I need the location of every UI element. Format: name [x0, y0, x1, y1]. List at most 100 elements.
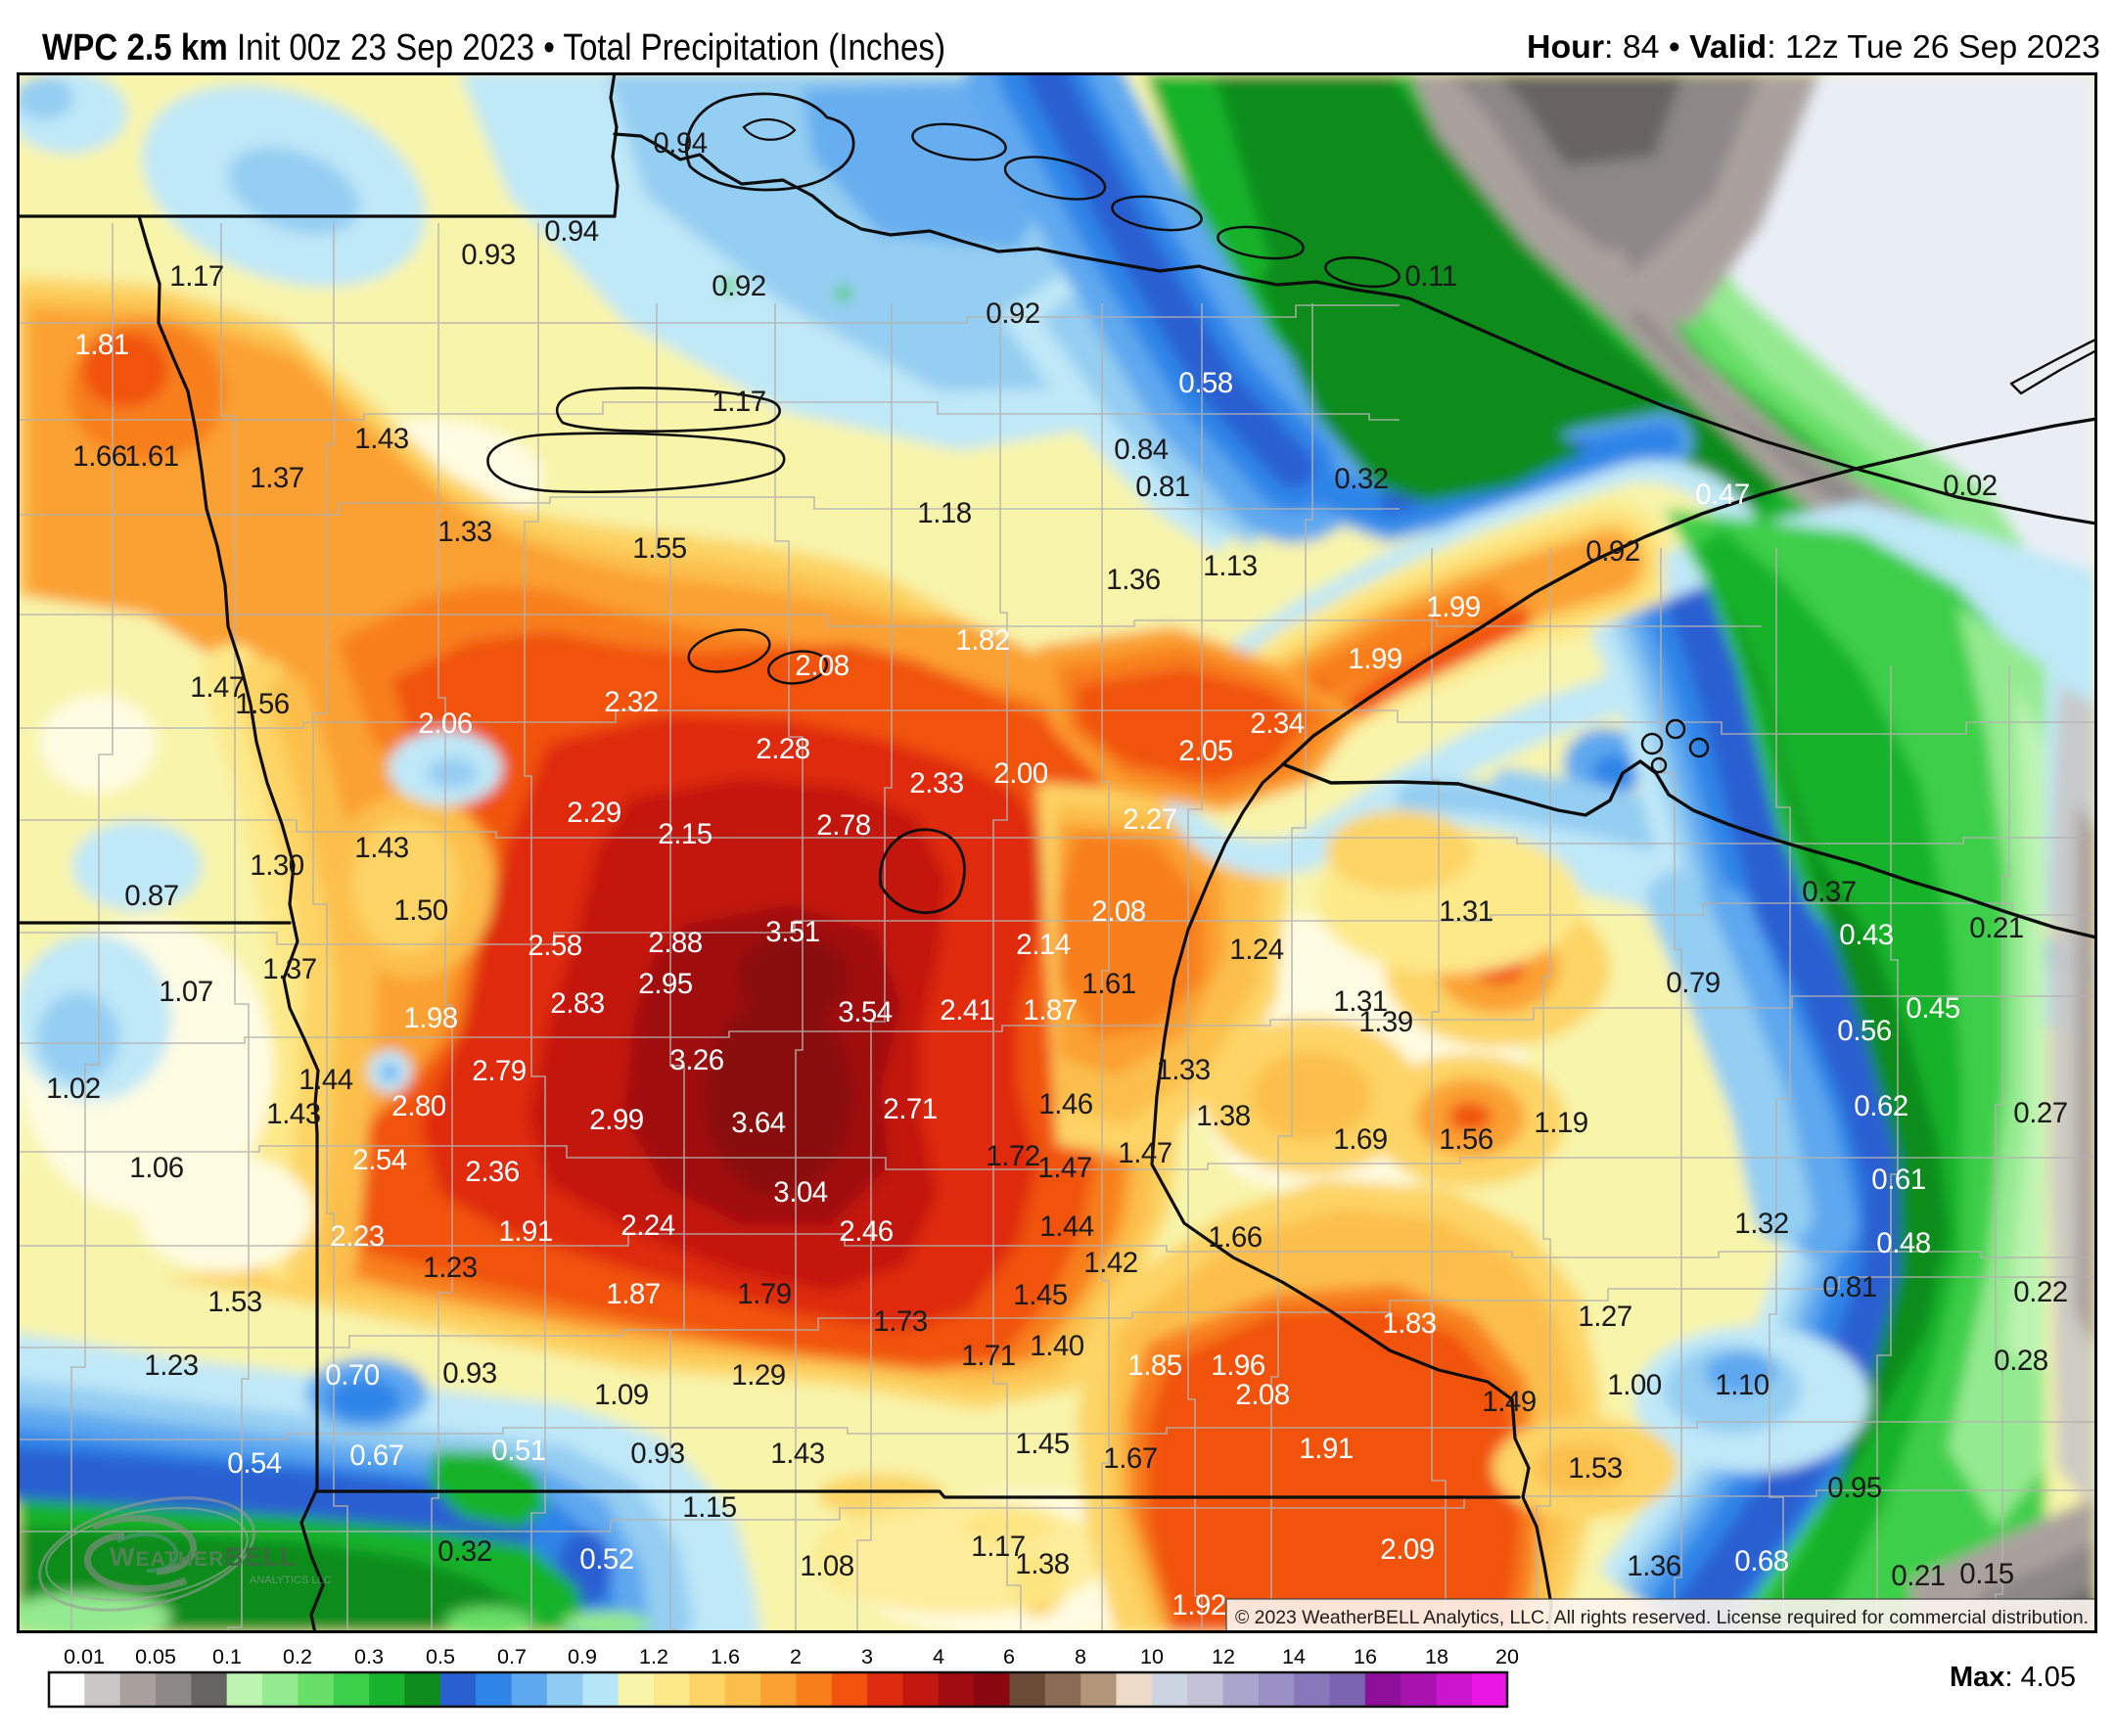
svg-text:1.17: 1.17: [971, 1530, 1025, 1563]
svg-text:3: 3: [861, 1645, 873, 1668]
svg-text:1.00: 1.00: [1607, 1369, 1662, 1401]
svg-text:0.28: 0.28: [1994, 1345, 2048, 1377]
svg-text:1.10: 1.10: [1715, 1369, 1769, 1401]
svg-text:0.9: 0.9: [568, 1645, 597, 1668]
svg-text:0.67: 0.67: [349, 1439, 403, 1472]
svg-text:1.08: 1.08: [800, 1550, 854, 1582]
svg-text:2.09: 2.09: [1380, 1533, 1435, 1566]
svg-text:1.47: 1.47: [1037, 1152, 1091, 1184]
svg-text:1.91: 1.91: [498, 1215, 552, 1248]
svg-text:2.00: 2.00: [993, 757, 1048, 790]
svg-text:0.15: 0.15: [1959, 1558, 2014, 1590]
svg-text:1.43: 1.43: [266, 1098, 321, 1130]
svg-text:1.87: 1.87: [1023, 994, 1077, 1027]
svg-text:0.11: 0.11: [1404, 260, 1456, 293]
svg-text:0.2: 0.2: [283, 1645, 312, 1668]
svg-text:1.61: 1.61: [1081, 968, 1135, 1000]
svg-text:2.08: 2.08: [1091, 895, 1146, 928]
svg-text:© 2023 WeatherBELL Analytics,: © 2023 WeatherBELL Analytics, LLC. All r…: [1235, 1607, 2089, 1628]
svg-text:2.95: 2.95: [638, 968, 693, 1000]
svg-text:1.37: 1.37: [250, 462, 303, 494]
svg-text:1.07: 1.07: [159, 976, 212, 1008]
svg-text:18: 18: [1425, 1645, 1448, 1668]
svg-text:1.38: 1.38: [1015, 1548, 1070, 1580]
svg-text:3.51: 3.51: [765, 916, 819, 948]
svg-text:2.71: 2.71: [883, 1093, 937, 1125]
svg-text:0.93: 0.93: [630, 1438, 685, 1470]
svg-text:1.36: 1.36: [1106, 564, 1161, 596]
svg-text:16: 16: [1354, 1645, 1377, 1668]
svg-text:0.93: 0.93: [461, 239, 516, 271]
svg-text:0.81: 0.81: [1822, 1271, 1876, 1303]
svg-text:1.92: 1.92: [1172, 1589, 1225, 1622]
svg-text:1.23: 1.23: [423, 1252, 478, 1284]
svg-text:0.84: 0.84: [1114, 434, 1169, 466]
svg-text:1.66: 1.66: [72, 440, 127, 473]
svg-text:2.46: 2.46: [839, 1215, 894, 1248]
svg-text:1.32: 1.32: [1734, 1208, 1788, 1240]
svg-text:0.37: 0.37: [1802, 876, 1856, 908]
svg-text:0.32: 0.32: [1334, 463, 1388, 495]
svg-text:0.94: 0.94: [544, 215, 599, 248]
svg-text:1.46: 1.46: [1038, 1088, 1093, 1120]
svg-text:1.71: 1.71: [961, 1340, 1015, 1372]
svg-text:0.52: 0.52: [579, 1543, 633, 1576]
svg-text:2.34: 2.34: [1250, 708, 1305, 740]
svg-text:2.23: 2.23: [330, 1220, 385, 1253]
svg-text:0.79: 0.79: [1666, 967, 1721, 999]
svg-text:0.45: 0.45: [1906, 992, 1960, 1025]
svg-text:2.29: 2.29: [567, 797, 621, 829]
svg-text:2.99: 2.99: [589, 1104, 644, 1136]
svg-text:1.47: 1.47: [190, 671, 244, 704]
svg-text:2.79: 2.79: [472, 1055, 527, 1087]
svg-text:2.27: 2.27: [1123, 803, 1176, 836]
svg-text:1.15: 1.15: [682, 1491, 737, 1524]
svg-text:20: 20: [1495, 1645, 1519, 1668]
svg-text:1.40: 1.40: [1030, 1330, 1084, 1362]
svg-text:1.42: 1.42: [1083, 1247, 1137, 1279]
svg-text:2.14: 2.14: [1016, 929, 1071, 961]
svg-text:0.22: 0.22: [2013, 1276, 2067, 1308]
svg-text:2.08: 2.08: [1235, 1379, 1290, 1411]
svg-text:1.96: 1.96: [1211, 1349, 1265, 1382]
svg-text:1.31: 1.31: [1439, 895, 1493, 928]
svg-text:1.6: 1.6: [711, 1645, 740, 1668]
svg-text:2.05: 2.05: [1178, 735, 1233, 767]
svg-text:1.39: 1.39: [1358, 1006, 1413, 1038]
svg-text:2.15: 2.15: [658, 818, 712, 850]
svg-text:1.44: 1.44: [1039, 1211, 1094, 1243]
svg-text:1.47: 1.47: [1118, 1137, 1172, 1169]
svg-text:1.83: 1.83: [1382, 1307, 1437, 1340]
svg-text:1.72: 1.72: [986, 1140, 1039, 1172]
svg-text:2.33: 2.33: [909, 767, 964, 799]
svg-text:1.53: 1.53: [1568, 1452, 1623, 1485]
svg-text:ANALYTICS LLC: ANALYTICS LLC: [250, 1575, 332, 1586]
svg-text:0.5: 0.5: [426, 1645, 455, 1668]
svg-text:1.56: 1.56: [1439, 1123, 1494, 1156]
svg-text:1.55: 1.55: [632, 532, 687, 565]
svg-text:1.37: 1.37: [262, 953, 316, 985]
svg-text:WPC 2.5 km Init 00z 23 Sep 202: WPC 2.5 km Init 00z 23 Sep 2023 • Total …: [42, 27, 945, 69]
svg-text:1.33: 1.33: [1156, 1054, 1211, 1086]
svg-text:Max: 4.05: Max: 4.05: [1950, 1662, 2076, 1693]
svg-text:3.26: 3.26: [669, 1044, 724, 1076]
svg-text:3.04: 3.04: [773, 1176, 828, 1209]
svg-text:0.02: 0.02: [1943, 470, 1997, 502]
svg-text:1.23: 1.23: [144, 1349, 199, 1382]
svg-text:0.01: 0.01: [64, 1645, 105, 1668]
svg-text:1.50: 1.50: [393, 894, 448, 927]
svg-text:1.43: 1.43: [354, 423, 409, 455]
svg-text:2.78: 2.78: [816, 809, 871, 842]
svg-text:1.99: 1.99: [1426, 591, 1481, 623]
svg-text:0.92: 0.92: [1586, 535, 1639, 568]
svg-text:0.62: 0.62: [1854, 1090, 1907, 1122]
svg-text:1.19: 1.19: [1534, 1107, 1588, 1139]
svg-text:0.61: 0.61: [1871, 1164, 1925, 1196]
svg-text:0.54: 0.54: [227, 1447, 282, 1480]
svg-text:1.24: 1.24: [1229, 934, 1284, 966]
svg-text:2.54: 2.54: [352, 1144, 407, 1176]
svg-text:1.81: 1.81: [74, 329, 128, 361]
svg-text:0.92: 0.92: [712, 270, 765, 302]
svg-text:2.08: 2.08: [795, 650, 850, 682]
svg-text:0.32: 0.32: [437, 1535, 491, 1568]
